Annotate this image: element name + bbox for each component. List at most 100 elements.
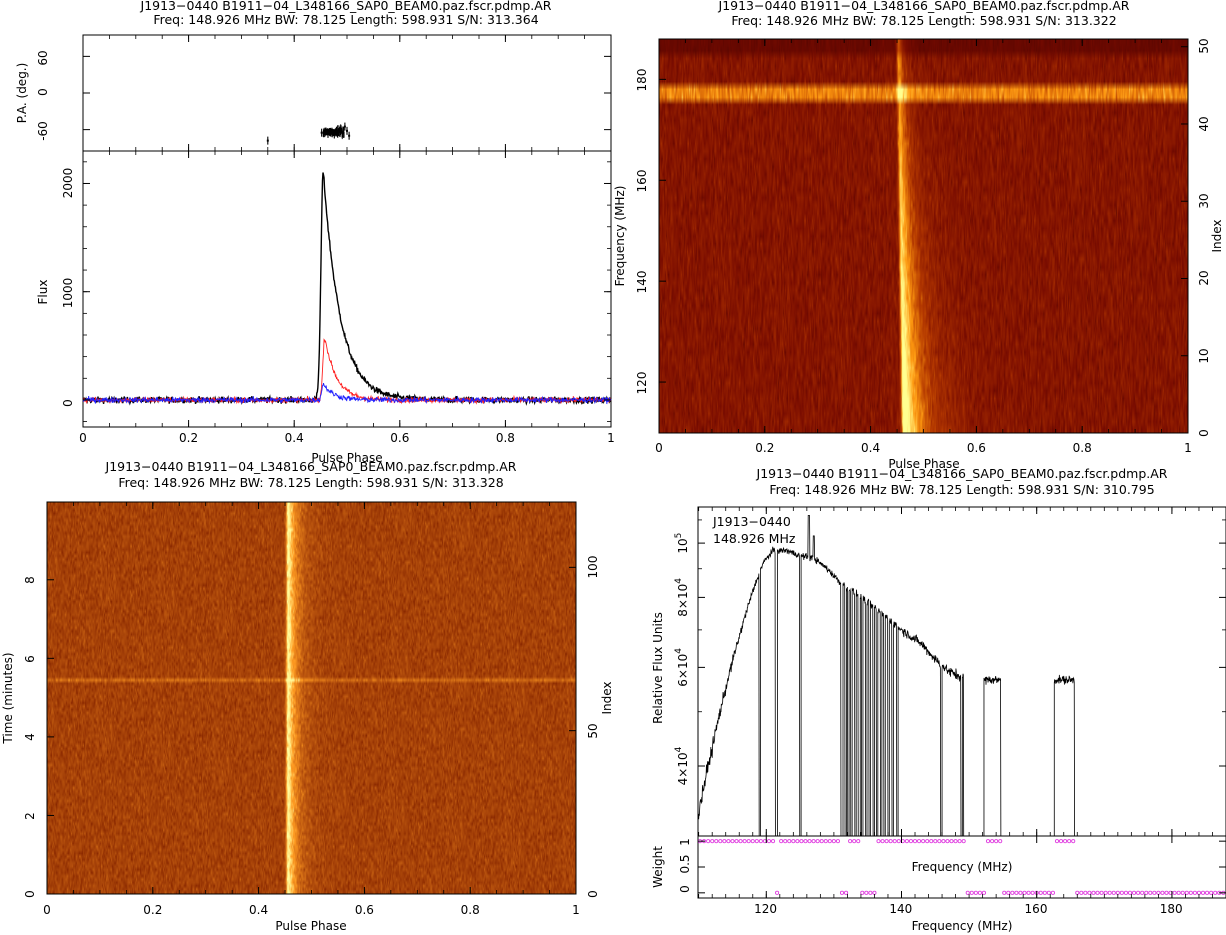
weight-point [714,839,719,844]
weight-point [1006,890,1011,895]
weight-point [981,890,987,895]
tp-ytick-2: 2 [23,812,37,820]
weight-point [1103,890,1108,895]
weight-point [969,890,974,895]
pa-point [266,139,269,142]
tp-xlabel: Pulse Phase [275,919,346,933]
weight-point [1050,890,1055,895]
weight-point [1205,890,1210,895]
wt-ytick-0.5: 0.5 [678,854,692,873]
weight-point [750,839,755,844]
weight-point [957,839,962,844]
weight-point [823,839,828,844]
weight-point [965,890,970,895]
weight-point [1054,839,1060,844]
weight-point [1184,890,1189,895]
tp-xtick-0.2: 0.2 [143,903,162,917]
fp-xtick-1: 1 [1184,441,1192,455]
weight-point [1014,890,1019,895]
flux-xtick-0.6: 0.6 [390,431,409,445]
weight-point [730,839,735,844]
profile-title: J1913−0440 B1911−04_L348166_SAP0_BEAM0.p… [140,0,552,13]
weight-point [892,839,897,844]
weight-point [742,839,747,844]
tp-xtick-0.6: 0.6 [355,903,374,917]
weight-point [949,839,954,844]
weight-point [1067,839,1072,844]
flux-ylabel: Flux [36,280,50,305]
weight-point [775,890,780,895]
tp-xtick-0.8: 0.8 [461,903,480,917]
weight-point [779,839,784,844]
fp-y2label: Index [1210,219,1224,252]
pa-point [348,134,351,137]
flux-xtick-0.4: 0.4 [285,431,304,445]
weight-point [904,839,909,844]
time-phase-panel: J1913−0440 B1911−04_L348166_SAP0_BEAM0.p… [1,459,614,933]
pa-ylabel: P.A. (deg.) [15,63,29,124]
weight-point [1095,890,1100,895]
weight-point [921,839,926,844]
bandpass-title: J1913−0440 B1911−04_L348166_SAP0_BEAM0.p… [756,466,1168,481]
weight-point [1042,890,1047,895]
weight-point [977,890,982,895]
weight-point [791,839,796,844]
time-phase-subtitle: Freq: 148.926 MHz BW: 78.125 Length: 598… [118,475,503,490]
flux-xtick-0: 0 [79,431,87,445]
weight-point [754,839,759,844]
bp-ytick-label: 8×104 [674,578,690,617]
tp-xtick-1: 1 [572,903,580,917]
weight-point [1111,890,1116,895]
weight-point [1079,890,1084,895]
bp-ytick-label: 4×104 [674,746,690,785]
weight-point [722,839,727,844]
weight-point [758,839,763,844]
weight-point [1213,890,1218,895]
bp-ylabel: Relative Flux Units [651,612,665,724]
pa-point [346,129,348,132]
bp-ytick-label: 105 [674,533,690,554]
flux-tick-1000: 1000 [61,278,75,309]
weight-point [888,839,893,844]
fp-ylabel: Frequency (MHz) [613,186,627,287]
freq-phase-title: J1913−0440 B1911−04_L348166_SAP0_BEAM0.p… [718,0,1130,13]
flux-xtick-1: 1 [607,431,615,445]
weight-point [1083,890,1088,895]
fp-y2tick-30: 30 [1197,193,1211,208]
bp-xlabel: Frequency (MHz) [912,919,1013,933]
fp-ytick-160: 160 [635,170,649,193]
fp-xlabel: Pulse Phase [888,457,959,471]
weight-point [787,839,792,844]
weight-point [1132,890,1137,895]
weight-point [1022,890,1027,895]
weight-point [1180,890,1185,895]
bandpass-panel: J1913−0440 B1911−04_L348166_SAP0_BEAM0.p… [651,466,1226,933]
fp-xtick-0: 0 [655,441,663,455]
bp-xtick-160: 160 [1025,902,1048,916]
fp-xtick-0.8: 0.8 [1073,441,1092,455]
tp-xtick-0.4: 0.4 [249,903,268,917]
weight-point [1099,890,1104,895]
tp-ytick-8: 8 [23,576,37,584]
weight-point [1075,890,1080,895]
weight-point [1200,890,1206,895]
flux-tick-2000: 2000 [61,168,75,199]
flux-xtick-0.8: 0.8 [496,431,515,445]
wt-ytick-0: 0 [678,885,692,893]
weight-point [929,839,934,844]
weight-point [1010,890,1015,895]
weight-point [973,890,978,895]
bandpass-subtitle: Freq: 148.926 MHz BW: 78.125 Length: 598… [769,482,1154,497]
weight-point [868,890,873,895]
weight-point [876,839,881,844]
flux-tick-0: 0 [61,399,75,407]
weight-point [896,839,901,844]
fp-ytick-180: 180 [635,69,649,92]
weight-point [795,839,800,844]
weight-point [1091,890,1096,895]
weight-point [734,839,739,844]
weight-point [1087,890,1092,895]
tp-ylabel: Time (minutes) [1,652,15,744]
pa-point [320,131,323,134]
tp-y2label: Index [600,681,614,714]
